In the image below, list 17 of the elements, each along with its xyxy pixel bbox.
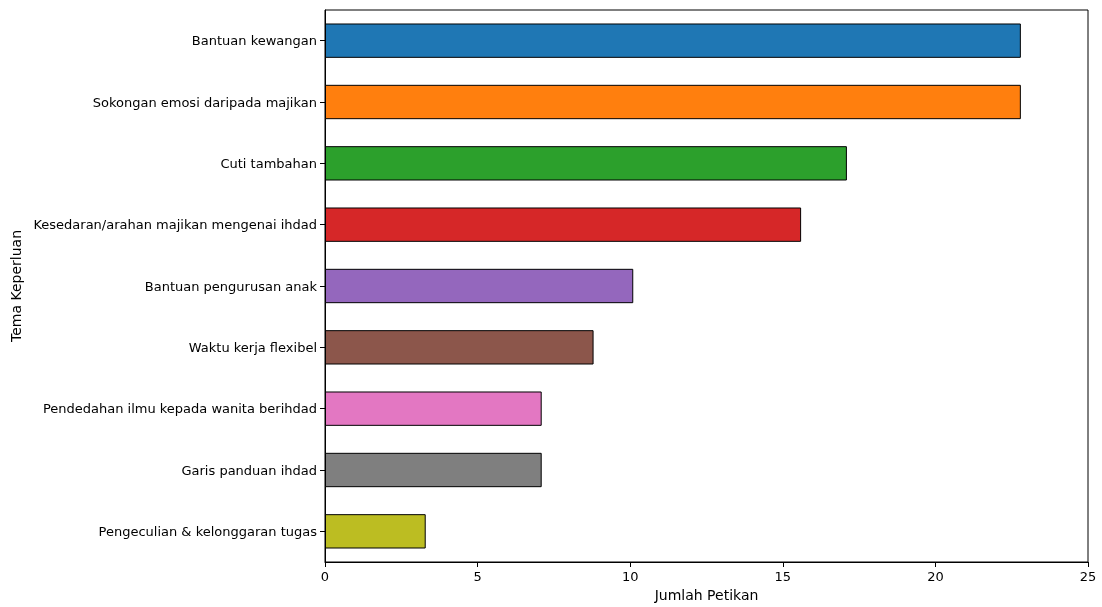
y-axis-title: Tema Keperluan	[7, 229, 24, 344]
y-tick-label: Garis panduan ihdad	[181, 462, 317, 478]
y-tick-label: Sokongan emosi daripada majikan	[92, 94, 317, 110]
x-tick-label: 15	[774, 569, 792, 584]
x-tick-label: 5	[473, 569, 482, 584]
y-tick-label: Waktu kerja flexibel	[188, 339, 317, 355]
y-tick-label: Pendedahan ilmu kepada wanita berihdad	[42, 401, 317, 417]
x-tick-label: 25	[1079, 569, 1097, 584]
y-tick-label: Pengeculian & kelonggaran tugas	[98, 523, 318, 539]
x-tick-label: 0	[320, 569, 330, 584]
y-tick-label: Cuti tambahan	[220, 155, 317, 171]
x-axis-title: Jumlah Petikan	[653, 587, 759, 603]
x-tick-label: 20	[927, 569, 944, 584]
y-tick-label: Kesedaran/arahan majikan mengenai ihdad	[33, 217, 317, 233]
y-tick-label: Bantuan kewangan	[191, 33, 317, 49]
x-tick-label: 10	[621, 569, 639, 584]
y-tick-label: Bantuan pengurusan anak	[144, 278, 318, 294]
